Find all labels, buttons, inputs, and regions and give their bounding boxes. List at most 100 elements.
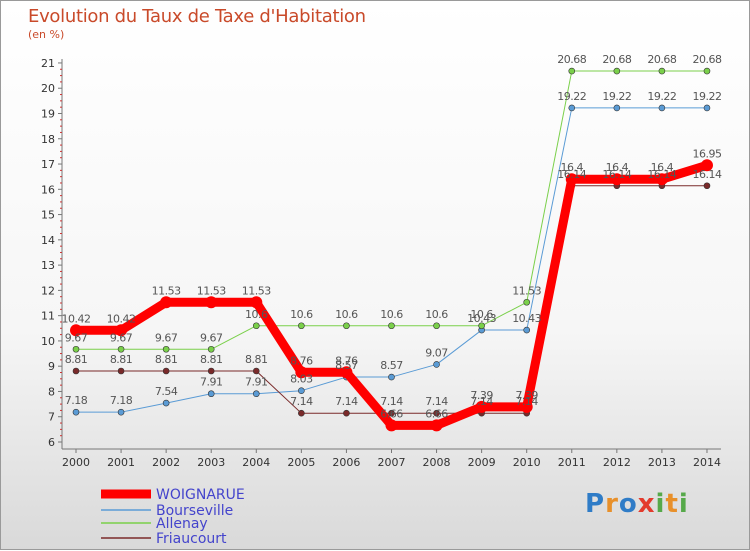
data-label: 10.6 <box>425 308 448 321</box>
data-point <box>703 67 711 75</box>
data-point <box>343 322 350 330</box>
data-label: 10.6 <box>470 308 493 321</box>
x-tick-label: 2006 <box>332 456 360 469</box>
data-point <box>117 408 125 416</box>
data-label: 10.6 <box>380 308 403 321</box>
data-label: 19.22 <box>647 90 676 103</box>
data-label: 8.81 <box>245 353 268 366</box>
data-point <box>72 367 80 375</box>
data-point <box>523 298 531 306</box>
y-tick-label: 20 <box>41 82 55 95</box>
data-label: 9.67 <box>155 331 178 344</box>
data-point <box>703 182 711 190</box>
data-label: 16.4 <box>651 161 674 174</box>
data-label: 7.39 <box>515 389 538 402</box>
chart-unit: (en %) <box>28 28 65 41</box>
data-point <box>388 409 395 417</box>
x-tick-label: 2009 <box>468 456 496 469</box>
data-label: 7.18 <box>65 394 88 407</box>
x-tick-label: 2008 <box>423 456 451 469</box>
data-label: 10.6 <box>245 308 268 321</box>
x-tick-label: 2014 <box>693 456 721 469</box>
data-label: 10.42 <box>62 312 91 325</box>
data-label: 9.07 <box>425 346 448 359</box>
data-label: 10.43 <box>467 312 496 325</box>
data-label: 8.57 <box>380 359 403 372</box>
data-label: 8.76 <box>290 354 313 367</box>
legend-label-allenay: Allenay <box>156 516 208 532</box>
y-tick-label: 8 <box>48 385 55 398</box>
y-tick-label: 11 <box>41 310 55 323</box>
data-point <box>610 173 623 186</box>
data-point <box>433 409 440 417</box>
data-label: 20.68 <box>692 53 721 66</box>
data-label: 11.53 <box>197 284 226 297</box>
data-label: 8.76 <box>335 354 358 367</box>
data-point <box>340 366 353 379</box>
data-label: 7.18 <box>110 394 133 407</box>
data-label: 8.57 <box>335 359 358 372</box>
data-point <box>430 419 443 432</box>
data-label: 8.81 <box>200 353 223 366</box>
data-label: 7.14 <box>470 395 493 408</box>
data-label: 7.91 <box>200 376 223 389</box>
data-point <box>70 324 82 337</box>
data-label: 7.54 <box>155 385 178 398</box>
data-label: 19.22 <box>602 90 631 103</box>
data-point <box>117 367 125 375</box>
x-tick-label: 2002 <box>152 456 180 469</box>
data-point <box>250 296 263 309</box>
data-point <box>252 322 260 330</box>
data-label: 7.14 <box>290 395 313 408</box>
data-label: 20.68 <box>557 53 586 66</box>
data-label: 16.14 <box>692 168 721 181</box>
data-point <box>520 400 533 413</box>
data-point <box>568 67 576 75</box>
y-tick-label: 9 <box>48 360 55 373</box>
data-label: 8.81 <box>155 353 178 366</box>
y-tick-label: 21 <box>41 57 55 70</box>
y-tick-label: 16 <box>41 183 55 196</box>
data-label: 7.14 <box>425 395 448 408</box>
data-point <box>613 104 621 112</box>
data-label: 7.91 <box>245 376 268 389</box>
data-label: 8.03 <box>290 373 313 386</box>
data-label: 7.14 <box>515 395 538 408</box>
data-label: 16.4 <box>561 161 584 174</box>
y-tick-label: 6 <box>48 436 55 449</box>
data-label: 10.6 <box>290 308 313 321</box>
legend-label-woignarue: WOIGNARUE <box>156 487 245 503</box>
data-point <box>115 324 128 337</box>
data-point <box>478 322 485 330</box>
y-tick-label: 18 <box>41 133 55 146</box>
data-label: 16.14 <box>647 168 676 181</box>
data-label: 16.95 <box>692 147 721 160</box>
data-label: 7.14 <box>335 395 358 408</box>
data-point <box>162 367 170 375</box>
data-point <box>388 322 395 330</box>
y-tick-label: 13 <box>41 259 55 272</box>
x-tick-label: 2011 <box>558 456 586 469</box>
data-point <box>385 419 398 432</box>
data-point <box>205 296 218 309</box>
legend-label-bourseville: Bourseville <box>156 503 233 519</box>
data-point <box>523 326 531 334</box>
y-tick-label: 7 <box>48 411 55 424</box>
data-label: 11.53 <box>242 284 271 297</box>
y-tick-label: 12 <box>41 284 55 297</box>
y-tick-label: 15 <box>41 209 55 222</box>
data-label: 9.67 <box>110 331 133 344</box>
x-tick-label: 2007 <box>377 456 405 469</box>
data-point <box>162 345 170 353</box>
data-point <box>72 345 80 353</box>
data-point <box>298 409 305 417</box>
data-point <box>703 104 711 112</box>
data-label: 11.53 <box>512 284 541 297</box>
data-point <box>298 322 305 330</box>
data-label: 16.4 <box>606 161 629 174</box>
data-point <box>252 390 260 398</box>
data-label: 16.14 <box>602 168 631 181</box>
data-point <box>613 67 621 75</box>
data-point <box>658 67 666 75</box>
